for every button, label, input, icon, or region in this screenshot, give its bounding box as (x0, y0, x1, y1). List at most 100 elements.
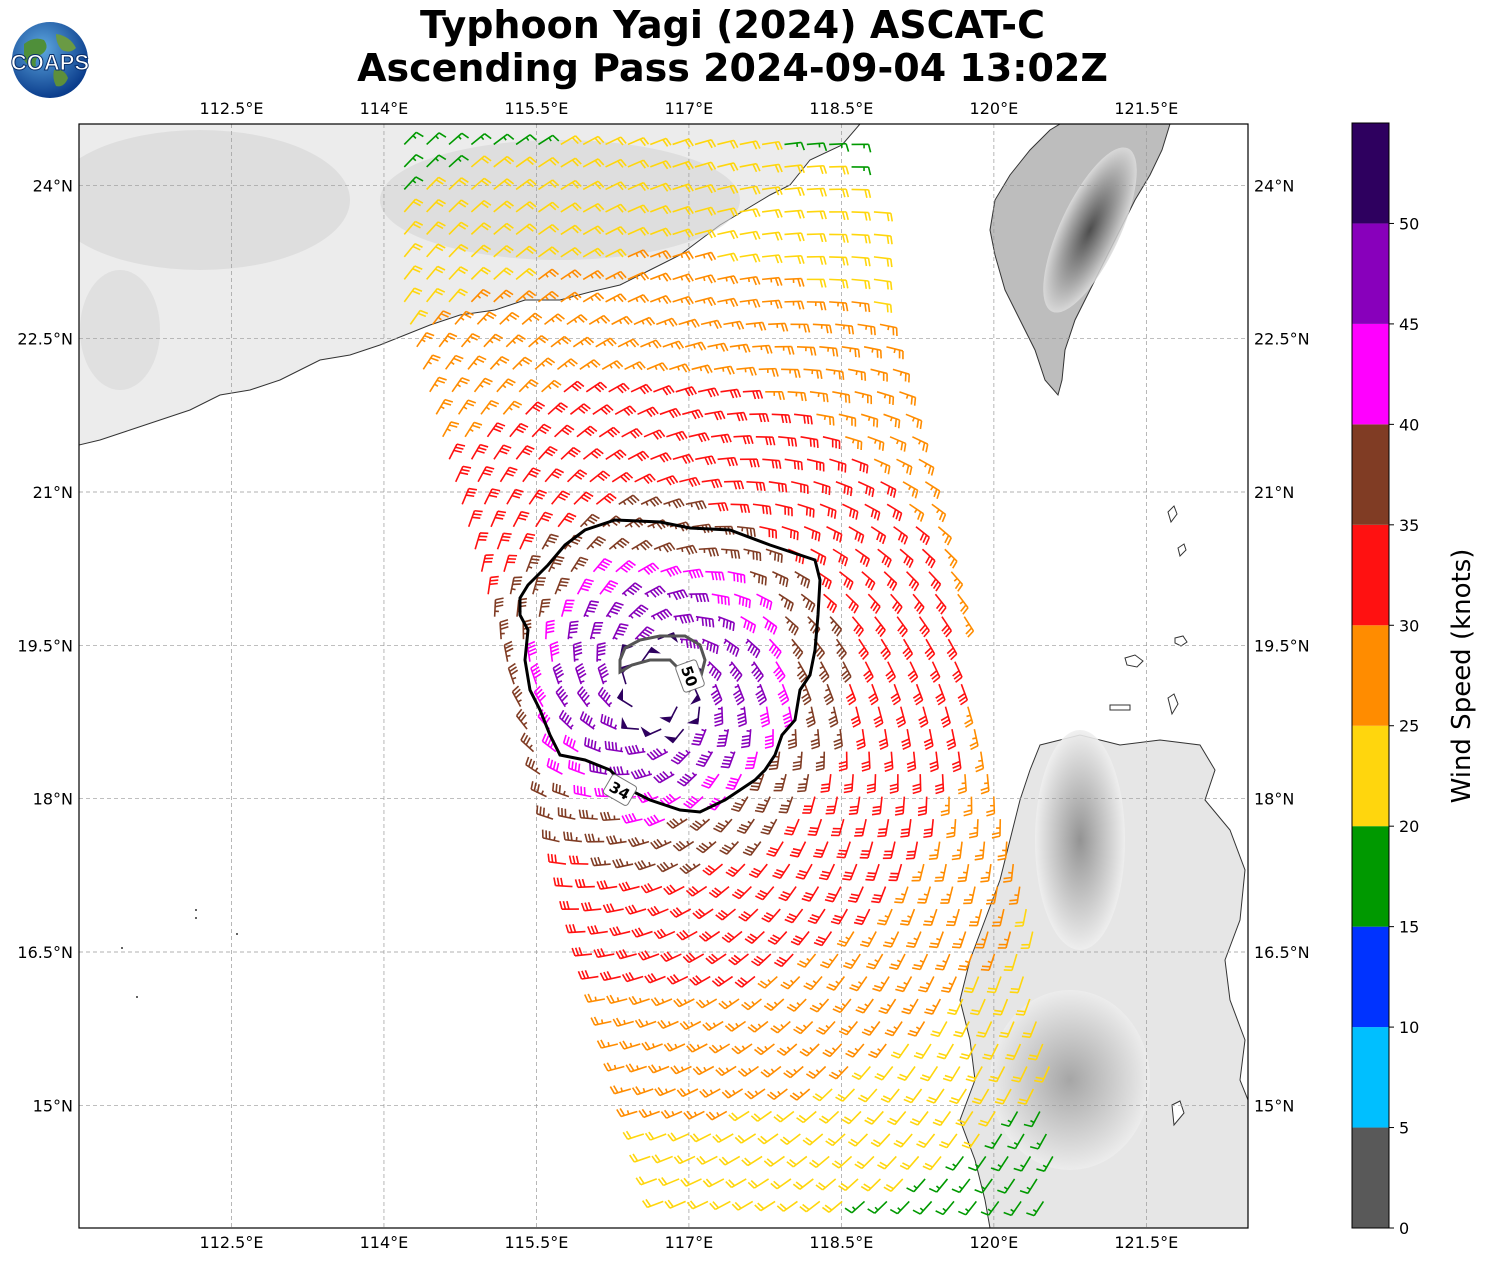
wind-barb (932, 1111, 952, 1127)
wind-barb (819, 953, 839, 969)
wind-barb (946, 819, 957, 839)
wind-barb (886, 503, 903, 522)
wind-barb (629, 1153, 651, 1163)
wind-barb (505, 334, 526, 348)
wind-barb (918, 706, 929, 728)
wind-barb (813, 931, 833, 947)
wind-barb (863, 346, 882, 359)
wind-barb (519, 532, 536, 550)
colorbar-tick-label: 5 (1399, 1119, 1409, 1138)
wind-barb (605, 601, 624, 618)
wind-barb (801, 683, 812, 706)
wind-barb (819, 346, 839, 357)
lat-tick-label-right: 19.5°N (1254, 636, 1310, 655)
wind-barb (673, 998, 695, 1008)
wind-barb (896, 616, 908, 638)
wind-barb (946, 638, 958, 661)
wind-barb (426, 287, 446, 303)
wind-barb (829, 301, 849, 312)
wind-barb (911, 863, 925, 882)
wind-barb (783, 1065, 804, 1079)
wind-barb (915, 526, 931, 546)
wind-barb (547, 402, 568, 415)
wind-barb (784, 232, 805, 242)
wind-barb (601, 360, 624, 371)
wind-barb (799, 1200, 821, 1213)
wind-barb (582, 180, 605, 191)
wind-barb (721, 1088, 744, 1099)
wind-barb (969, 728, 979, 751)
wind-barb (848, 368, 867, 381)
wind-barb (963, 796, 973, 817)
wind-barb (793, 413, 813, 425)
wind-barb (615, 949, 637, 960)
wind-barb (912, 774, 922, 795)
wind-barb (880, 481, 897, 498)
wind-barb (403, 176, 424, 190)
wind-barb (760, 818, 778, 835)
wind-barb (474, 532, 489, 550)
wind-barb (957, 683, 969, 706)
wind-barb (560, 224, 582, 236)
wind-barb (899, 548, 914, 569)
wind-barb (794, 571, 811, 589)
wind-barb (567, 620, 579, 640)
wind-barb (682, 568, 704, 579)
wind-barb (864, 1110, 884, 1125)
colorbar-tick-label: 35 (1399, 516, 1419, 535)
wind-barb (896, 458, 913, 476)
wind-barb (867, 593, 881, 614)
wind-barb (493, 155, 515, 168)
wind-barb (426, 198, 446, 213)
wind-barb (778, 796, 794, 814)
wind-barb (772, 571, 789, 588)
wind-barb (899, 391, 917, 406)
wind-barb (980, 953, 996, 971)
wind-barb (810, 729, 821, 750)
wind-barb (560, 246, 582, 258)
wind-barb (796, 953, 817, 968)
wind-barb (819, 503, 837, 519)
wind-barb (644, 1131, 667, 1141)
wind-barb (835, 638, 847, 660)
contour-34kt (518, 518, 822, 814)
wind-barb (1013, 1156, 1032, 1172)
wind-barb (673, 613, 695, 624)
wind-barb (512, 356, 533, 370)
wind-barb (552, 662, 565, 685)
wind-barb (784, 300, 805, 310)
wind-barb (787, 729, 798, 750)
logo-text: COAPS (11, 50, 89, 75)
wind-barb (547, 853, 567, 865)
wind-barb (739, 298, 761, 308)
wind-barb (602, 903, 624, 914)
wind-barb (554, 424, 575, 438)
wind-barb (608, 382, 630, 394)
wind-barb (451, 377, 470, 393)
wind-barb (957, 953, 973, 971)
wind-barb (654, 1087, 676, 1097)
wind-barb (624, 744, 646, 756)
wind-barb (592, 558, 613, 573)
wind-barb (631, 1086, 654, 1096)
colorbar-bin (1352, 725, 1389, 827)
wind-barb (709, 1200, 731, 1211)
wind-barb (589, 621, 604, 640)
wind-barb (918, 616, 930, 638)
wind-barb (563, 831, 582, 843)
wind-barb (664, 1199, 686, 1209)
wind-barb (936, 1043, 955, 1060)
wind-barb (784, 141, 806, 151)
wind-barb (683, 795, 704, 809)
wind-barb (569, 403, 591, 415)
wind-barb (736, 818, 755, 834)
title-line-1: Typhoon Yagi (2024) ASCAT-C (420, 3, 1045, 47)
wind-barb (829, 458, 847, 473)
wind-barb (742, 841, 762, 857)
wind-barb (734, 1133, 757, 1144)
wind-barb (679, 1020, 702, 1031)
wind-barb (560, 202, 582, 213)
wind-barb (669, 363, 691, 373)
wind-barb (596, 642, 606, 662)
wind-barb (762, 276, 783, 287)
